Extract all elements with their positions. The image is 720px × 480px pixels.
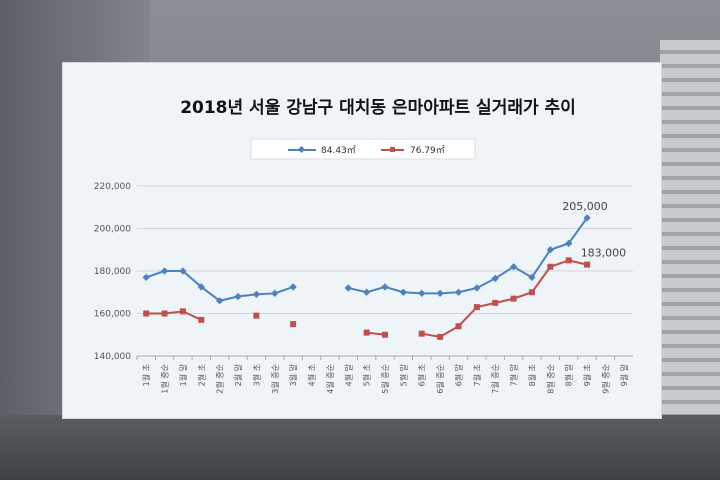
data-point-series-2 — [492, 299, 499, 306]
x-tick-label: 6월 중순 — [435, 364, 445, 394]
legend-label-series-1: 84.43㎡ — [321, 145, 356, 156]
y-tick-label: 200,000 — [94, 225, 131, 235]
y-axis: 140,000 160,000 180,000 200,000 220,000 — [94, 182, 131, 362]
x-tick-label: 3월 초 — [251, 364, 261, 386]
x-tick-label: 3월 말 — [288, 363, 298, 386]
y-tick-label: 140,000 — [94, 352, 131, 362]
data-point-series-1 — [271, 289, 279, 297]
x-tick-label: 2월 초 — [196, 364, 206, 386]
data-point-series-2 — [584, 261, 591, 268]
data-point-series-2 — [382, 331, 388, 338]
x-tick-label: 4월 중순 — [325, 364, 335, 394]
data-point-series-2 — [455, 323, 462, 330]
data-point-series-1 — [160, 267, 169, 275]
background-building-right — [660, 40, 720, 480]
series-line-1 — [145, 270, 294, 302]
data-point-series-1 — [215, 297, 224, 305]
data-point-series-2 — [179, 308, 186, 315]
data-labels: 205,000 183,000 — [562, 200, 626, 260]
x-tick-label: 9월 중순 — [600, 364, 610, 394]
data-point-series-1 — [528, 273, 536, 282]
series-line-2 — [146, 310, 202, 321]
x-tick-label: 2월 말 — [233, 363, 243, 386]
data-point-series-2 — [198, 316, 205, 323]
y-tick-label: 180,000 — [94, 267, 131, 277]
x-tick-label: 8월 말 — [564, 363, 574, 386]
y-tick-label: 160,000 — [94, 310, 131, 320]
line-chart: 2018년 서울 강남구 대치동 은마아파트 실거래가 추이 84.43㎡ 76… — [94, 98, 633, 394]
x-tick-label: 7월 중순 — [490, 364, 500, 394]
x-tick-label: 8월 중순 — [545, 364, 555, 394]
data-point-series-2 — [161, 310, 168, 317]
data-point-series-1 — [418, 289, 426, 297]
data-point-series-2 — [253, 312, 260, 319]
legend-box — [250, 138, 476, 160]
data-point-series-1 — [491, 274, 499, 283]
legend: 84.43㎡ 76.79㎡ — [250, 138, 476, 160]
x-tick-label: 7월 말 — [509, 363, 519, 386]
x-tick-label: 3월 중순 — [270, 364, 280, 394]
x-tick-label: 9월 초 — [582, 364, 592, 386]
x-tick-label: 1월 중순 — [160, 364, 170, 394]
x-tick-label: 9월 말 — [619, 363, 629, 386]
gridlines — [137, 185, 633, 357]
x-tick-label: 6월 말 — [453, 363, 463, 386]
x-tick-label: 5월 말 — [398, 363, 408, 386]
x-tick-label: 1월 초 — [141, 364, 151, 386]
data-point-series-2 — [510, 295, 517, 302]
x-tick-label: 5월 초 — [362, 364, 372, 386]
data-point-series-2 — [143, 310, 150, 317]
data-point-series-2 — [290, 321, 297, 328]
series-line-2 — [421, 259, 588, 338]
data-point-series-1 — [197, 283, 205, 291]
data-point-series-2 — [547, 263, 554, 270]
x-tick-label: 7월 초 — [472, 364, 482, 386]
data-point-series-2 — [565, 257, 572, 264]
x-axis: 1월 초 1월 중순 1월 말 2월 초 2월 중순 2월 말 3월 초 3월 중순 3월 말 4… — [136, 356, 629, 394]
data-point-series-2 — [437, 333, 444, 340]
data-point-series-2 — [363, 329, 370, 336]
background-ground — [0, 415, 720, 480]
data-label: 205,000 — [562, 200, 608, 213]
data-point-series-1 — [436, 289, 444, 297]
chart-card: 2018년 서울 강남구 대치동 은마아파트 실거래가 추이 84.43㎡ 76… — [62, 62, 662, 419]
chart-title: 2018년 서울 강남구 대치동 은마아파트 실거래가 추이 — [180, 98, 576, 118]
legend-marker-series-1 — [297, 145, 306, 154]
data-point-series-2 — [473, 304, 480, 311]
data-point-series-1 — [565, 239, 573, 248]
data-point-series-1 — [234, 292, 242, 301]
data-label: 183,000 — [581, 247, 627, 260]
data-point-series-1 — [142, 273, 150, 282]
data-point-series-1 — [362, 288, 371, 296]
series-layer — [142, 214, 591, 340]
x-tick-label: 6월 초 — [417, 364, 427, 386]
series-line-1 — [348, 217, 588, 295]
legend-marker-series-2 — [390, 147, 395, 152]
series-line-2 — [366, 331, 386, 336]
data-point-series-1 — [583, 214, 591, 222]
data-point-series-2 — [418, 330, 425, 337]
data-point-series-1 — [381, 283, 389, 291]
x-tick-label: 8월 초 — [527, 364, 537, 386]
data-point-series-1 — [454, 288, 463, 296]
x-tick-label: 2월 중순 — [215, 364, 225, 394]
x-tick-label: 1월 말 — [178, 363, 188, 386]
legend-label-series-2: 76.79㎡ — [410, 145, 445, 156]
data-point-series-1 — [252, 290, 261, 299]
data-point-series-1 — [344, 284, 352, 292]
x-tick-label: 5월 중순 — [380, 364, 390, 394]
data-point-series-1 — [179, 267, 187, 275]
data-point-series-1 — [473, 284, 481, 292]
data-point-series-1 — [546, 246, 555, 254]
x-tick-label: 4월 초 — [307, 364, 317, 386]
x-tick-label: 4월 말 — [343, 363, 353, 386]
y-tick-label: 220,000 — [94, 182, 131, 192]
data-point-series-1 — [289, 283, 297, 291]
data-point-series-1 — [399, 288, 408, 296]
data-point-series-2 — [528, 289, 535, 296]
